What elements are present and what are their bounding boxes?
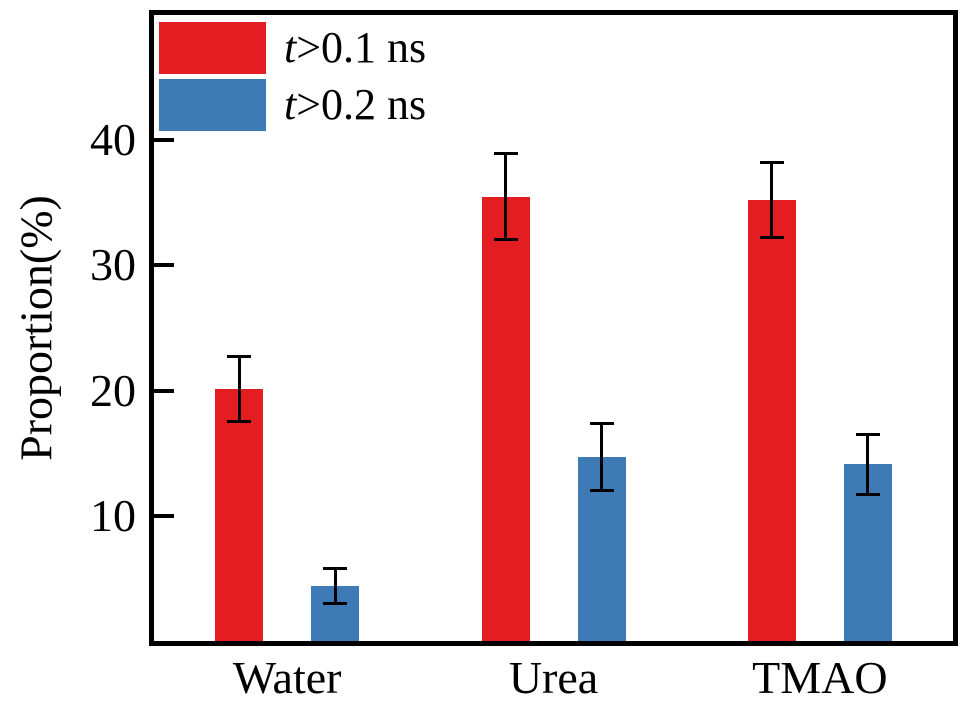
- y-tick-mark: [154, 388, 174, 393]
- bar-urea-series0: [481, 196, 530, 641]
- error-bar-stem: [600, 423, 603, 491]
- bar-water-series0: [215, 389, 264, 641]
- error-bar-cap: [855, 432, 880, 436]
- error-bar-cap: [589, 421, 614, 425]
- error-bar-cap: [493, 237, 518, 241]
- y-tick-mark: [154, 513, 174, 518]
- error-bar-cap: [227, 355, 252, 359]
- error-bar-stem: [866, 434, 870, 495]
- y-tick-label: 40: [90, 114, 136, 166]
- legend-swatch: [159, 22, 266, 74]
- error-bar-cap: [227, 420, 252, 424]
- plot-area: t>0.1 ns t>0.2 ns: [149, 10, 958, 646]
- legend-label: t>0.2 ns: [284, 80, 427, 129]
- legend-entry: t>0.1 ns: [159, 22, 426, 74]
- error-bar-cap: [323, 601, 348, 605]
- legend: t>0.1 ns t>0.2 ns: [159, 22, 426, 136]
- error-bar-cap: [589, 489, 614, 493]
- error-bar-stem: [770, 162, 774, 238]
- y-tick-label: 10: [90, 489, 136, 541]
- y-tick-mark: [154, 138, 174, 143]
- legend-label: t>0.1 ns: [284, 23, 427, 72]
- x-category-label: Water: [232, 652, 342, 703]
- legend-entry: t>0.2 ns: [159, 79, 426, 131]
- error-bar-stem: [504, 153, 507, 240]
- y-tick-label: 30: [90, 239, 136, 291]
- error-bar-cap: [855, 493, 880, 497]
- error-bar-cap: [759, 161, 784, 165]
- error-bar-cap: [323, 566, 348, 570]
- y-axis-label: Proportion(%): [10, 195, 62, 461]
- x-category-label: Urea: [508, 652, 599, 703]
- error-bar-cap: [493, 152, 518, 156]
- y-tick-label: 20: [90, 364, 136, 416]
- legend-swatch: [159, 79, 266, 131]
- bar-tmao-series0: [747, 200, 796, 641]
- error-bar-stem: [333, 568, 337, 604]
- x-category-label: TMAO: [752, 652, 888, 703]
- error-bar-cap: [759, 236, 784, 240]
- error-bar-stem: [237, 356, 241, 422]
- y-tick-mark: [154, 263, 174, 268]
